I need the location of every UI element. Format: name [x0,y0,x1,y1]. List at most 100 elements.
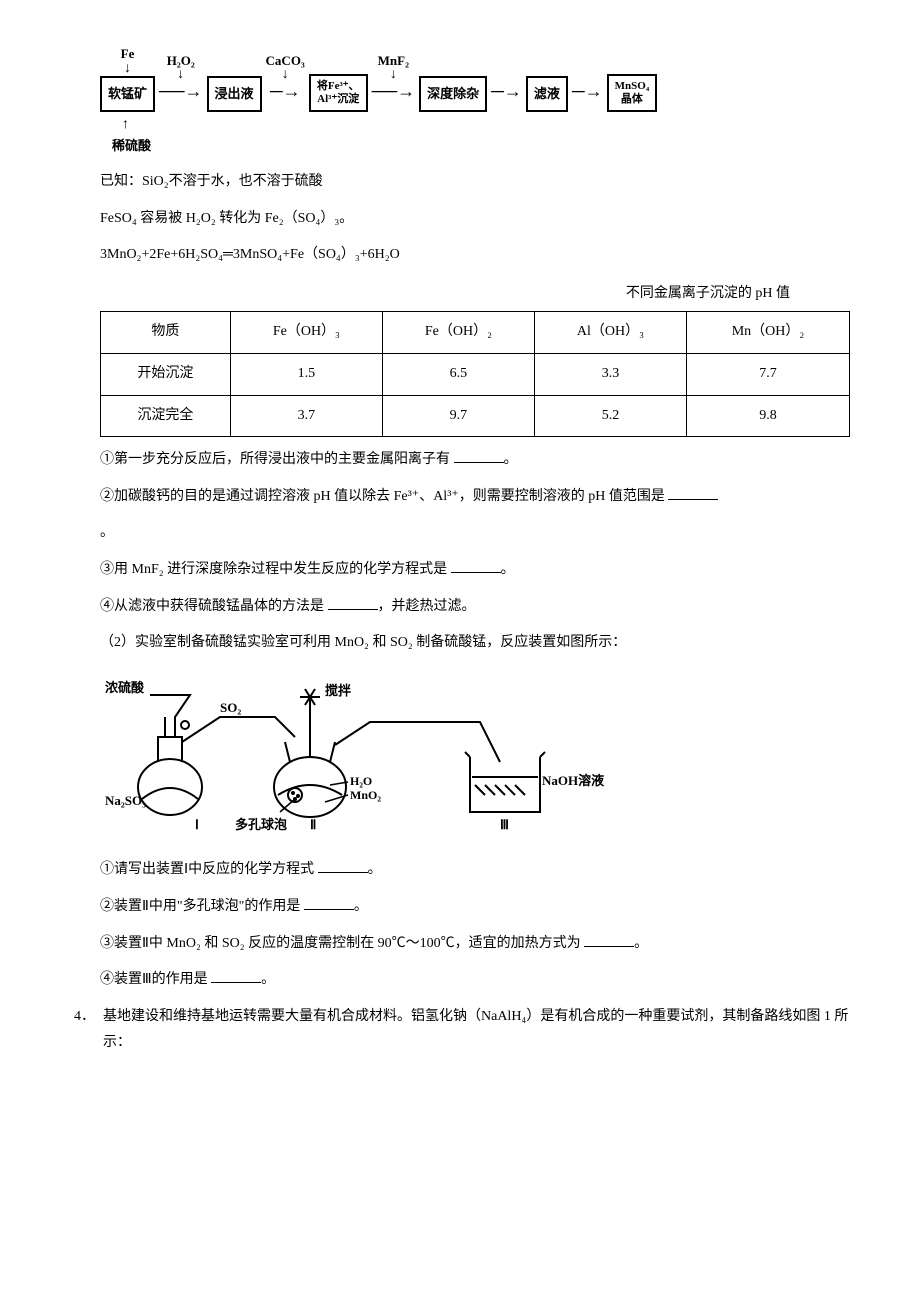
flow-box6-line1: MnSO₄ [615,80,649,93]
table-header-cell: Fe（OH）₂ [382,312,534,354]
known-line-3: 3MnO₂+2Fe+6H₂SO₄═3MnSO₄+Fe（SO₄）₃+6H₂O [100,242,850,269]
table-header-cell: 物质 [101,312,231,354]
q2-1-suffix: 。 [368,862,382,877]
flow-box-deep-remove: 深度除杂 [419,76,487,113]
arrow-down-icon: ↓ [177,68,184,82]
table-cell: 9.7 [382,395,534,437]
flow-step-5: 滤液 [526,48,568,113]
blank-input[interactable] [451,559,501,573]
blank-input[interactable] [304,896,354,910]
flow-input-fe: Fe [121,46,135,62]
flow-label-caco3: CaCO₃ [266,53,305,69]
q1-1-suffix: 。 [504,452,518,467]
arrow-right-icon: ─→ [491,82,522,112]
q1-4-suffix: ，并趁热过滤。 [378,599,476,614]
label-roman-3: Ⅲ [500,817,509,832]
q2-4: ④装置Ⅲ的作用是 。 [100,967,850,994]
flow-box-precipitate: 将Fe³⁺、 Al³⁺沉淀 [309,74,368,112]
flow-step-1: Fe ↓ 软锰矿 [100,46,155,112]
flow-arrow-1: H₂O₂ ↓ ──→ [159,53,203,113]
arrow-right-icon: ──→ [372,82,416,112]
q2-2-suffix: 。 [354,899,368,914]
flow-arrow-3: MnF₂ ↓ ──→ [372,53,416,113]
flow-box3-line2: Al³⁺沉淀 [317,93,360,106]
flow-box-leachate: 浸出液 [207,76,262,113]
known-line-1: 已知：SiO₂不溶于水，也不溶于硫酸 [100,169,850,196]
table-row: 开始沉淀 1.5 6.5 3.3 7.7 [101,354,850,396]
flow-box-product: MnSO₄ 晶体 [607,74,657,112]
arrow-up-icon: ↑ [122,118,129,132]
flow-input-h2so4: 稀硫酸 [112,134,151,159]
q1-2: ②加碳酸钙的目的是通过调控溶液 pH 值以除去 Fe³⁺、Al³⁺，则需要控制溶… [100,484,850,511]
q2-4-text: ④装置Ⅲ的作用是 [100,972,211,987]
q1-2-suffix: 。 [100,520,850,547]
label-so2: SO₂ [220,700,241,715]
flow-label-mnf2: MnF₂ [378,53,409,69]
flow-step-6: MnSO₄ 晶体 [607,46,657,112]
q1-1: ①第一步充分反应后，所得浸出液中的主要金属阳离子有 。 [100,447,850,474]
table-cell: 7.7 [687,354,850,396]
table-header-row: 物质 Fe（OH）₃ Fe（OH）₂ Al（OH）₃ Mn（OH）₂ [101,312,850,354]
blank-input[interactable] [668,486,718,500]
label-roman-1: Ⅰ [195,817,199,832]
blank-input[interactable] [211,970,261,984]
flow-diagram: Fe ↓ 软锰矿 H₂O₂ ↓ ──→ 浸出液 CaCO₃ ↓ [100,46,850,159]
arrow-right-icon: ─→ [572,82,603,112]
table-cell: 开始沉淀 [101,354,231,396]
label-naoh: NaOH溶液 [542,773,604,788]
flow-box-filtrate: 滤液 [526,76,568,113]
table-cell: 9.8 [687,395,850,437]
table-cell: 6.5 [382,354,534,396]
arrow-down-icon: ↓ [124,62,131,76]
q1-3: ③用 MnF₂ 进行深度除杂过程中发生反应的化学方程式是 。 [100,557,850,584]
ph-table: 物质 Fe（OH）₃ Fe（OH）₂ Al（OH）₃ Mn（OH）₂ 开始沉淀 … [100,311,850,437]
q1-3-suffix: 。 [501,562,515,577]
table-cell: 3.7 [230,395,382,437]
table-header-cell: Al（OH）₃ [534,312,686,354]
q1-3-text: ③用 MnF₂ 进行深度除杂过程中发生反应的化学方程式是 [100,562,451,577]
flow-box3-line1: 将Fe³⁺、 [317,80,360,93]
flow-step-2: 浸出液 [207,48,262,113]
table-cell: 1.5 [230,354,382,396]
q2-1-text: ①请写出装置Ⅰ中反应的化学方程式 [100,862,318,877]
table-cell: 3.3 [534,354,686,396]
q2-3-text: ③装置Ⅱ中 MnO₂ 和 SO₂ 反应的温度需控制在 90℃～100℃，适宜的加… [100,936,584,951]
q4-text: 基地建设和维持基地运转需要大量有机合成材料。铝氢化钠（NaAlH₄）是有机合成的… [103,1004,850,1057]
table-header-cell: Fe（OH）₃ [230,312,382,354]
blank-input[interactable] [318,860,368,874]
known-line-2: FeSO₄ 容易被 H₂O₂ 转化为 Fe₂（SO₄）₃。 [100,206,850,233]
label-h2o: H₂O [350,774,372,788]
flow-row: Fe ↓ 软锰矿 H₂O₂ ↓ ──→ 浸出液 CaCO₃ ↓ [100,46,850,112]
table-cell: 沉淀完全 [101,395,231,437]
table-row: 沉淀完全 3.7 9.7 5.2 9.8 [101,395,850,437]
flow-step-4: 深度除杂 [419,48,487,113]
blank-input[interactable] [328,596,378,610]
label-roman-2: Ⅱ [310,817,316,832]
flow-box-ore: 软锰矿 [100,76,155,113]
q2-4-suffix: 。 [261,972,275,987]
arrow-right-icon: ─→ [270,82,301,112]
q1-4: ④从滤液中获得硫酸锰晶体的方法是 ，并趁热过滤。 [100,594,850,621]
blank-input[interactable] [584,933,634,947]
table-caption: 不同金属离子沉淀的 pH 值 [100,281,850,308]
flow-arrow-2: CaCO₃ ↓ ─→ [266,53,305,113]
arrow-down-icon: ↓ [390,68,397,82]
q2-1: ①请写出装置Ⅰ中反应的化学方程式 。 [100,857,850,884]
table-cell: 5.2 [534,395,686,437]
label-mno2: MnO₂ [350,788,381,802]
q4-number: 4． [74,1004,95,1057]
arrow-down-icon: ↓ [282,68,289,82]
q2-2: ②装置Ⅱ中用"多孔球泡"的作用是 。 [100,894,850,921]
flow-label-h2o2: H₂O₂ [167,53,195,69]
q1-4-text: ④从滤液中获得硫酸锰晶体的方法是 [100,599,328,614]
table-header-cell: Mn（OH）₂ [687,312,850,354]
blank-input[interactable] [454,450,504,464]
question-4: 4． 基地建设和维持基地运转需要大量有机合成材料。铝氢化钠（NaAlH₄）是有机… [74,1004,850,1057]
q2-3: ③装置Ⅱ中 MnO₂ 和 SO₂ 反应的温度需控制在 90℃～100℃，适宜的加… [100,931,850,958]
q1-1-text: ①第一步充分反应后，所得浸出液中的主要金属阳离子有 [100,452,454,467]
apparatus-svg: 浓硫酸 SO₂ 搅拌 Na₂SO₃ Ⅰ 多孔球泡 Ⅱ H₂O MnO₂ NaOH… [100,667,610,837]
q2-intro: （2）实验室制备硫酸锰实验室可利用 MnO₂ 和 SO₂ 制备硫酸锰，反应装置如… [100,630,850,657]
arrow-right-icon: ──→ [159,82,203,112]
flow-box6-line2: 晶体 [615,93,649,106]
flow-step-3: 将Fe³⁺、 Al³⁺沉淀 [309,46,368,112]
